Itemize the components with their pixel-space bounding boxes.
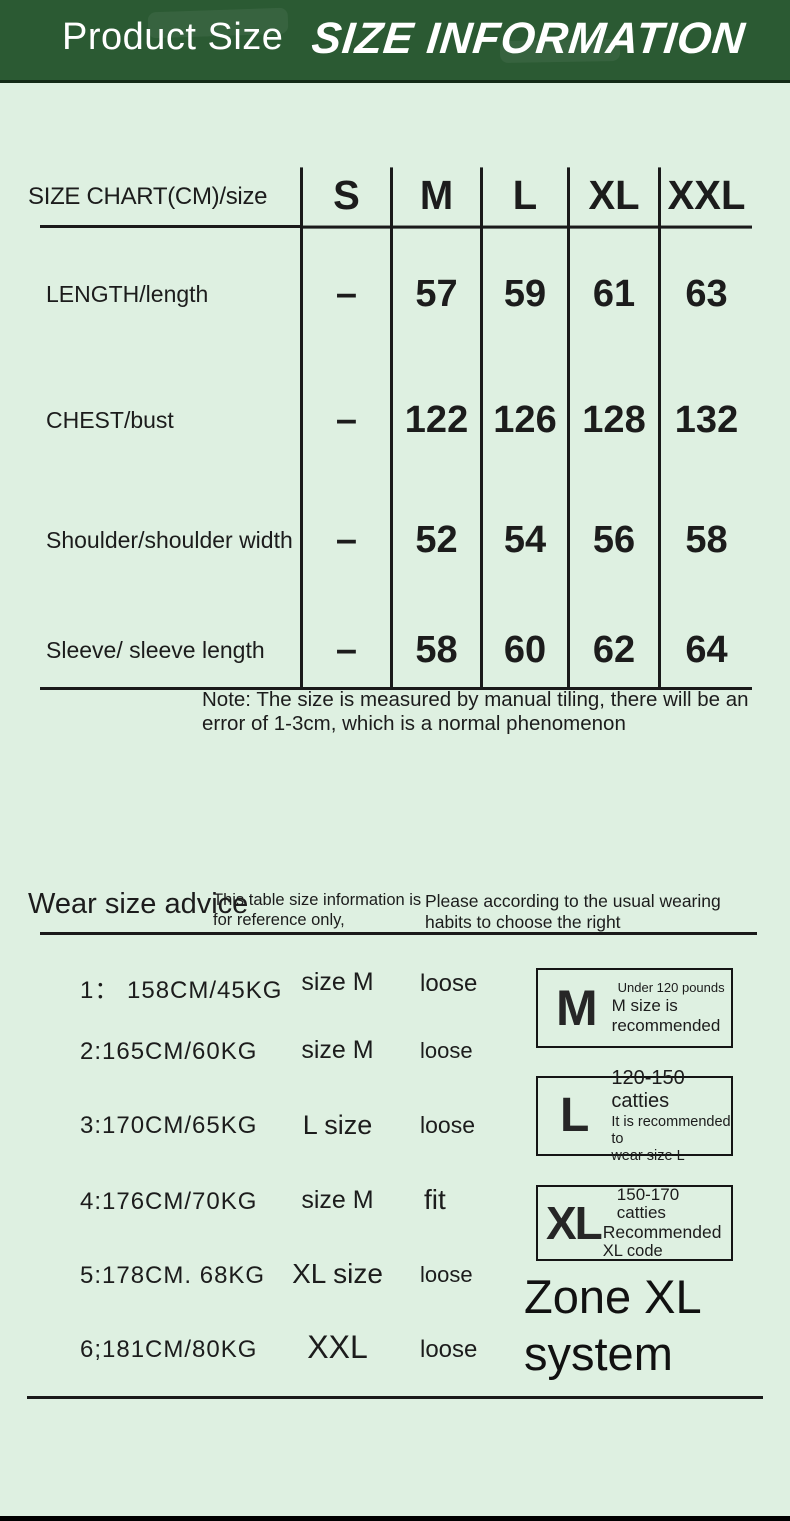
cell-length-xl: 61 bbox=[567, 228, 658, 360]
cell-shoulder-s: – bbox=[300, 480, 390, 600]
column-header-xxl: XXL bbox=[658, 167, 752, 229]
zone-xl-label: Zone XL system bbox=[524, 1270, 702, 1381]
person-spec: 6;181CM/80KG bbox=[80, 1336, 258, 1363]
badge-line: recommended bbox=[611, 1015, 721, 1035]
cell-chest-l: 126 bbox=[480, 360, 567, 480]
column-header-xl: XL bbox=[567, 167, 658, 229]
cell-length-l: 59 bbox=[480, 228, 567, 360]
advice-row: 6;181CM/80KG XXL loose bbox=[0, 1329, 530, 1372]
cell-sleeve-xxl: 64 bbox=[658, 600, 752, 690]
recommended-size: size M bbox=[301, 1186, 374, 1214]
advice-row: 1： 158CM/45KG size M loose bbox=[0, 968, 530, 1006]
badge-text: 150-170 catties Recommended XL code bbox=[602, 1184, 731, 1261]
recommended-size: size M bbox=[301, 1036, 374, 1064]
badge-letter: M bbox=[556, 980, 598, 1036]
cell-chest-s: – bbox=[300, 360, 390, 480]
row-label-sleeve: Sleeve/ sleeve length bbox=[40, 600, 300, 690]
fit-result: loose bbox=[420, 1038, 473, 1063]
row-label-length: LENGTH/length bbox=[46, 280, 209, 307]
advice-top-divider bbox=[40, 932, 757, 935]
badge-text: 120-150 catties It is recommended to wea… bbox=[611, 1067, 731, 1166]
advice-subtitle-habits: Please according to the usual wearing ha… bbox=[425, 891, 721, 932]
badge-letter: XL bbox=[546, 1197, 603, 1249]
recommended-size: XL size bbox=[292, 1258, 383, 1289]
cell-sleeve-m: 58 bbox=[390, 600, 480, 690]
cell-shoulder-m: 52 bbox=[390, 480, 480, 600]
size-chart-table: SIZE CHART(CM)/size S M L XL XXL LENGTH/… bbox=[28, 167, 752, 690]
person-spec: 4:176CM/70KG bbox=[80, 1188, 258, 1215]
fit-result: loose bbox=[420, 1112, 475, 1138]
advice-subtitle-reference: This table size information is for refer… bbox=[213, 891, 422, 929]
size-badge-l: L 120-150 catties It is recommended to w… bbox=[536, 1067, 733, 1164]
badge-line: Recommended bbox=[602, 1222, 722, 1242]
cell-shoulder-xl: 56 bbox=[567, 480, 658, 600]
cell-sleeve-s: – bbox=[300, 600, 390, 690]
cell-length-xxl: 63 bbox=[658, 228, 752, 360]
fit-result: loose bbox=[420, 970, 478, 997]
cell-shoulder-l: 54 bbox=[480, 480, 567, 600]
badge-letter: L bbox=[560, 1089, 590, 1142]
row-label-chest: CHEST/bust bbox=[46, 406, 174, 433]
page-title: Product Size bbox=[62, 16, 284, 58]
person-spec: 1： 158CM/45KG bbox=[80, 977, 283, 1004]
person-spec: 3:170CM/65KG bbox=[80, 1112, 258, 1139]
column-header-m: M bbox=[390, 167, 480, 229]
recommended-size: L size bbox=[302, 1110, 373, 1140]
cell-sleeve-l: 60 bbox=[480, 600, 567, 690]
badge-line: Under 120 pounds bbox=[617, 980, 725, 996]
measurement-note: Note: The size is measured by manual til… bbox=[202, 688, 749, 735]
advice-row: 5:178CM. 68KG XL size loose bbox=[0, 1258, 530, 1298]
row-label-shoulder: Shoulder/shoulder width bbox=[46, 526, 293, 553]
person-spec: 5:178CM. 68KG bbox=[80, 1262, 266, 1289]
advice-row: 4:176CM/70KG size M fit bbox=[0, 1184, 530, 1224]
cell-length-m: 57 bbox=[390, 228, 480, 360]
advice-row: 2:165CM/60KG size M loose bbox=[0, 1036, 530, 1074]
advice-title: Wear size advice bbox=[28, 888, 249, 920]
header-banner: Product Size SIZE INFORMATION bbox=[0, 0, 790, 83]
size-badge-xl: XL 150-170 catties Recommended XL code bbox=[536, 1185, 733, 1261]
badge-text: Under 120 pounds M size is recommended bbox=[612, 980, 725, 1035]
recommended-size: XXL bbox=[307, 1329, 368, 1365]
badge-line: It is recommended to bbox=[611, 1113, 731, 1148]
cell-sleeve-xl: 62 bbox=[567, 600, 658, 690]
badge-line: XL code bbox=[602, 1242, 663, 1261]
size-chart-corner-label: SIZE CHART(CM)/size bbox=[28, 168, 300, 228]
cell-chest-xxl: 132 bbox=[658, 360, 752, 480]
cell-shoulder-xxl: 58 bbox=[658, 480, 752, 600]
advice-bottom-divider bbox=[27, 1396, 763, 1399]
column-header-s: S bbox=[300, 167, 390, 229]
column-header-l: L bbox=[480, 167, 567, 229]
fit-result: loose bbox=[420, 1262, 473, 1287]
badge-line: 120-150 catties bbox=[611, 1066, 685, 1113]
advice-row: 3:170CM/65KG L size loose bbox=[0, 1110, 530, 1148]
badge-line: M size is bbox=[611, 995, 678, 1015]
bottom-edge-strip bbox=[0, 1516, 790, 1521]
fit-result: fit bbox=[424, 1184, 446, 1215]
cell-chest-m: 122 bbox=[390, 360, 480, 480]
cell-length-s: – bbox=[300, 228, 390, 360]
badge-line: 150-170 catties bbox=[616, 1184, 680, 1223]
fit-result: loose bbox=[420, 1336, 478, 1363]
cell-chest-xl: 128 bbox=[567, 360, 658, 480]
recommended-size: size M bbox=[301, 968, 374, 996]
badge-line: wear size L bbox=[611, 1148, 685, 1165]
size-badge-m: M Under 120 pounds M size is recommended bbox=[536, 968, 733, 1048]
person-spec: 2:165CM/60KG bbox=[80, 1038, 258, 1065]
banner-title: SIZE INFORMATION bbox=[309, 14, 748, 63]
